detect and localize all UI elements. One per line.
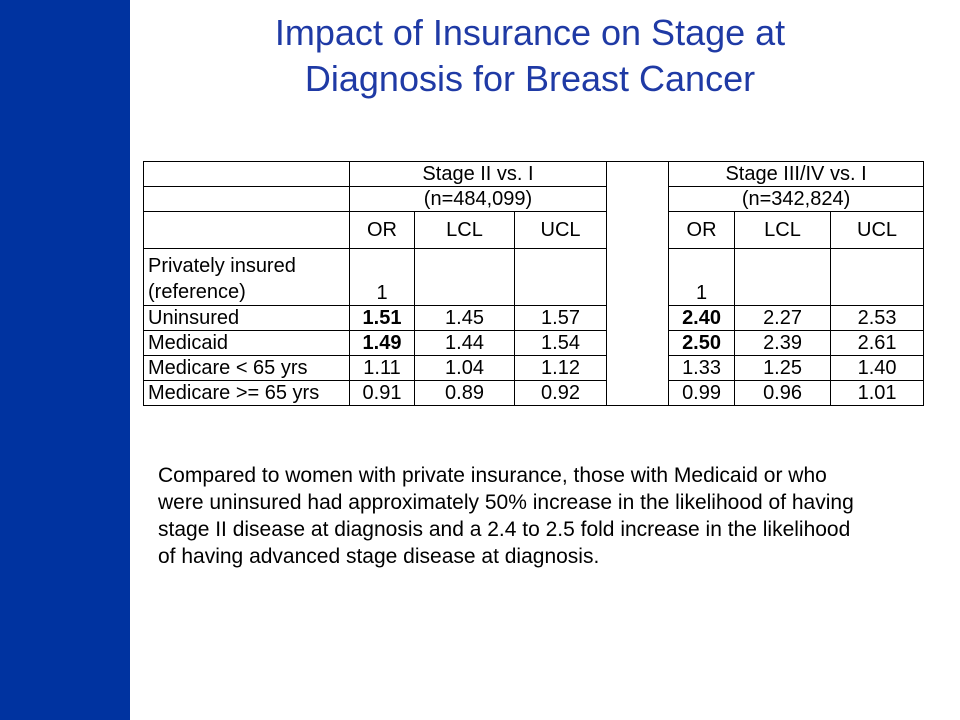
group-1-label: Stage II vs. I bbox=[348, 161, 608, 187]
cell-ucl-1: 1.12 bbox=[513, 355, 608, 381]
cell-lcl-1: 0.89 bbox=[414, 380, 515, 406]
side-accent-bar bbox=[0, 0, 130, 720]
slide-title-line-2: Diagnosis for Breast Cancer bbox=[304, 58, 756, 99]
slide-title: Impact of Insurance on Stage at Diagnosi… bbox=[130, 10, 930, 102]
cell-or-1: 1.51 bbox=[349, 305, 415, 331]
table-header-row-1: Stage II vs. I Stage III/IV vs. I bbox=[143, 161, 925, 187]
row-label: Privately insured (reference) bbox=[143, 248, 350, 306]
gap-cell bbox=[606, 330, 670, 356]
cell-or-1: 0.91 bbox=[349, 380, 415, 406]
cell-lcl-2: 2.27 bbox=[734, 305, 832, 331]
cell-or-2: 2.50 bbox=[668, 330, 736, 356]
table-row: Medicare >= 65 yrs 0.91 0.89 0.92 0.99 0… bbox=[143, 380, 925, 406]
cell-ucl-1: 1.57 bbox=[513, 305, 608, 331]
col-header-ucl-1: UCL bbox=[513, 211, 608, 249]
cell-ucl-2: 2.53 bbox=[830, 305, 925, 331]
cell-ucl-2 bbox=[830, 248, 925, 306]
cell-or-1: 1.49 bbox=[349, 330, 415, 356]
cell-ucl-1: 0.92 bbox=[513, 380, 608, 406]
col-header-lcl-1: LCL bbox=[414, 211, 515, 249]
odds-ratio-table: Stage II vs. I Stage III/IV vs. I (n=484… bbox=[143, 161, 925, 406]
gap-cell bbox=[606, 305, 670, 331]
summary-caption: Compared to women with private insurance… bbox=[158, 464, 854, 568]
table-row: Medicare < 65 yrs 1.11 1.04 1.12 1.33 1.… bbox=[143, 355, 925, 381]
row-label: Uninsured bbox=[143, 305, 350, 331]
col-header-lcl-2: LCL bbox=[734, 211, 832, 249]
table-row: Medicaid 1.49 1.44 1.54 2.50 2.39 2.61 bbox=[143, 330, 925, 356]
cell-ucl-2: 2.61 bbox=[830, 330, 925, 356]
cell-or-2: 1 bbox=[668, 248, 736, 306]
cell-lcl-1: 1.44 bbox=[414, 330, 515, 356]
cell-or-1: 1 bbox=[349, 248, 415, 306]
row-label: Medicare < 65 yrs bbox=[143, 355, 350, 381]
table-header-row-2: (n=484,099) (n=342,824) bbox=[143, 186, 925, 212]
col-header-or-2: OR bbox=[668, 211, 736, 249]
table-row: Uninsured 1.51 1.45 1.57 2.40 2.27 2.53 bbox=[143, 305, 925, 331]
gap-cell bbox=[606, 380, 670, 406]
gap-cell bbox=[606, 186, 670, 212]
cell-lcl-2: 0.96 bbox=[734, 380, 832, 406]
cell-ucl-2: 1.01 bbox=[830, 380, 925, 406]
cell-or-2: 0.99 bbox=[668, 380, 736, 406]
cell-or-2: 2.40 bbox=[668, 305, 736, 331]
header-empty-cell bbox=[143, 161, 350, 187]
cell-lcl-1: 1.45 bbox=[414, 305, 515, 331]
cell-ucl-1 bbox=[513, 248, 608, 306]
row-label: Medicare >= 65 yrs bbox=[143, 380, 350, 406]
cell-ucl-1: 1.54 bbox=[513, 330, 608, 356]
table-header-row-3: OR LCL UCL OR LCL UCL bbox=[143, 211, 925, 249]
gap-cell bbox=[606, 248, 670, 306]
group-2-n: (n=342,824) bbox=[668, 186, 925, 212]
cell-lcl-2: 1.25 bbox=[734, 355, 832, 381]
cell-lcl-2 bbox=[734, 248, 832, 306]
cell-or-1: 1.11 bbox=[349, 355, 415, 381]
gap-cell bbox=[606, 355, 670, 381]
header-empty-cell bbox=[143, 211, 350, 249]
slide-title-line-1: Impact of Insurance on Stage at bbox=[274, 12, 786, 53]
gap-cell bbox=[606, 211, 670, 249]
group-2-label: Stage III/IV vs. I bbox=[668, 161, 925, 187]
row-label: Medicaid bbox=[143, 330, 350, 356]
cell-lcl-1: 1.04 bbox=[414, 355, 515, 381]
cell-lcl-1 bbox=[414, 248, 515, 306]
col-header-or-1: OR bbox=[349, 211, 415, 249]
cell-ucl-2: 1.40 bbox=[830, 355, 925, 381]
gap-cell bbox=[606, 161, 670, 187]
group-1-n: (n=484,099) bbox=[348, 186, 608, 212]
cell-lcl-2: 2.39 bbox=[734, 330, 832, 356]
header-empty-cell bbox=[143, 186, 350, 212]
cell-or-2: 1.33 bbox=[668, 355, 736, 381]
table-row: Privately insured (reference) 1 1 bbox=[143, 248, 925, 306]
col-header-ucl-2: UCL bbox=[830, 211, 925, 249]
